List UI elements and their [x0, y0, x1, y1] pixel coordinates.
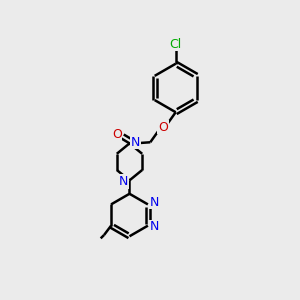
Text: N: N	[150, 220, 159, 233]
Text: N: N	[119, 175, 128, 188]
Text: Cl: Cl	[169, 38, 182, 51]
Text: N: N	[130, 136, 140, 149]
Text: N: N	[150, 196, 159, 208]
Text: O: O	[112, 128, 122, 141]
Text: O: O	[158, 121, 168, 134]
